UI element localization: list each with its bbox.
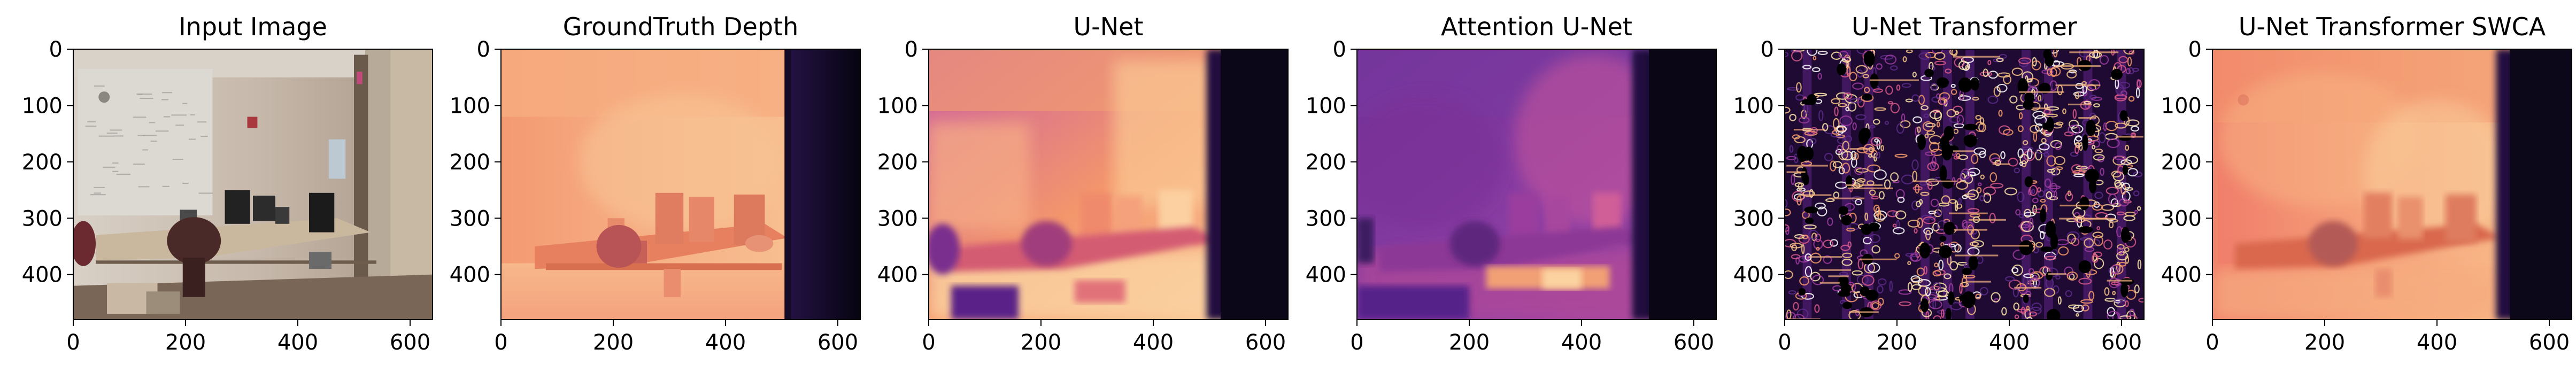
y-tick-label: 0 (905, 37, 918, 62)
x-tick-label: 600 (2101, 330, 2142, 355)
y-tick-label: 300 (877, 206, 918, 231)
x-tick-label: 200 (1021, 330, 1061, 355)
axes-frame (2212, 49, 2572, 320)
y-tick-label: 400 (22, 263, 63, 288)
y-tick-label: 400 (877, 263, 918, 288)
y-tick-label: 0 (477, 37, 490, 62)
y-tick-label: 400 (1306, 263, 1346, 288)
unet-image (929, 49, 1288, 320)
x-tick-label: 200 (1449, 330, 1490, 355)
x-tick-label: 400 (2417, 330, 2457, 355)
y-tick-label: 300 (450, 206, 490, 231)
y-tick-label: 200 (22, 150, 63, 175)
y-tick-label: 300 (22, 206, 63, 231)
y-tick-label: 0 (49, 37, 63, 62)
panel-title: U-Net Transformer SWCA (2239, 12, 2546, 41)
x-tick-label: 600 (1245, 330, 1286, 355)
x-tick-label: 0 (922, 330, 935, 355)
y-tick-label: 200 (877, 150, 918, 175)
axes-frame (73, 49, 433, 320)
y-tick-label: 100 (1306, 94, 1346, 118)
x-tick-label: 600 (817, 330, 858, 355)
x-tick-label: 600 (1673, 330, 1714, 355)
x-tick-label: 600 (390, 330, 430, 355)
rgb-image (73, 49, 433, 320)
y-tick-label: 300 (2161, 206, 2202, 231)
x-tick-label: 400 (1989, 330, 2030, 355)
y-tick-label: 0 (1761, 37, 1774, 62)
x-tick-label: 600 (2529, 330, 2570, 355)
x-tick-label: 0 (1778, 330, 1791, 355)
panel-title: GroundTruth Depth (563, 12, 799, 41)
trans-image (1785, 49, 2144, 320)
y-tick-label: 300 (1306, 206, 1346, 231)
x-tick-label: 0 (66, 330, 80, 355)
x-tick-label: 200 (2304, 330, 2345, 355)
panel-u-net-transformer: U-Net Transformer 0 200 400 600 0 100 200 300 400 (1733, 12, 2145, 355)
y-tick-label: 200 (450, 150, 490, 175)
panel-u-net-transformer-swca: U-Net Transformer SWCA 0 200 400 600 0 100 200 3… (2161, 12, 2572, 355)
panel-attention-u-net: Attention U-Net 0 200 400 600 0 100 200 300 400 (1306, 12, 1717, 355)
y-tick-label: 100 (1733, 94, 1774, 118)
panel-u-net: U-Net 0 200 400 600 0 100 200 300 400 (877, 12, 1289, 355)
y-tick-label: 100 (22, 94, 63, 118)
panel-title: Attention U-Net (1441, 12, 1632, 41)
y-tick-label: 0 (1333, 37, 1346, 62)
y-tick-label: 400 (1733, 263, 1774, 288)
panel-groundtruth-depth: GroundTruth Depth 0 200 400 600 0 100 200 300 400 (450, 12, 861, 355)
y-tick-label: 200 (2161, 150, 2202, 175)
x-tick-label: 0 (494, 330, 507, 355)
x-tick-label: 0 (2205, 330, 2219, 355)
gt-image (501, 49, 860, 320)
x-tick-label: 400 (277, 330, 318, 355)
swca-image (2212, 49, 2572, 320)
x-tick-label: 400 (705, 330, 746, 355)
x-tick-label: 200 (593, 330, 634, 355)
panel-title: U-Net (1073, 12, 1143, 41)
x-tick-label: 400 (1133, 330, 1174, 355)
panel-input-image: Input Image 0 200 400 600 0 100 200 300 400 (22, 12, 433, 355)
axes-frame (500, 49, 861, 320)
axes-frame (1356, 49, 1717, 320)
x-tick-label: 200 (1877, 330, 1917, 355)
panel-title: U-Net Transformer (1852, 12, 2077, 41)
panel-title: Input Image (179, 12, 327, 41)
y-tick-label: 300 (1733, 206, 1774, 231)
y-tick-label: 200 (1306, 150, 1346, 175)
x-tick-label: 400 (1561, 330, 1602, 355)
y-tick-label: 0 (2188, 37, 2202, 62)
axes-frame (928, 49, 1289, 320)
attn-image (1357, 49, 1716, 320)
axes-frame (1784, 49, 2145, 320)
y-tick-label: 100 (877, 94, 918, 118)
y-tick-label: 100 (450, 94, 490, 118)
y-tick-label: 400 (450, 263, 490, 288)
y-tick-label: 200 (1733, 150, 1774, 175)
x-tick-label: 200 (165, 330, 206, 355)
y-tick-label: 400 (2161, 263, 2202, 288)
y-tick-label: 100 (2161, 94, 2202, 118)
x-tick-label: 0 (1350, 330, 1363, 355)
